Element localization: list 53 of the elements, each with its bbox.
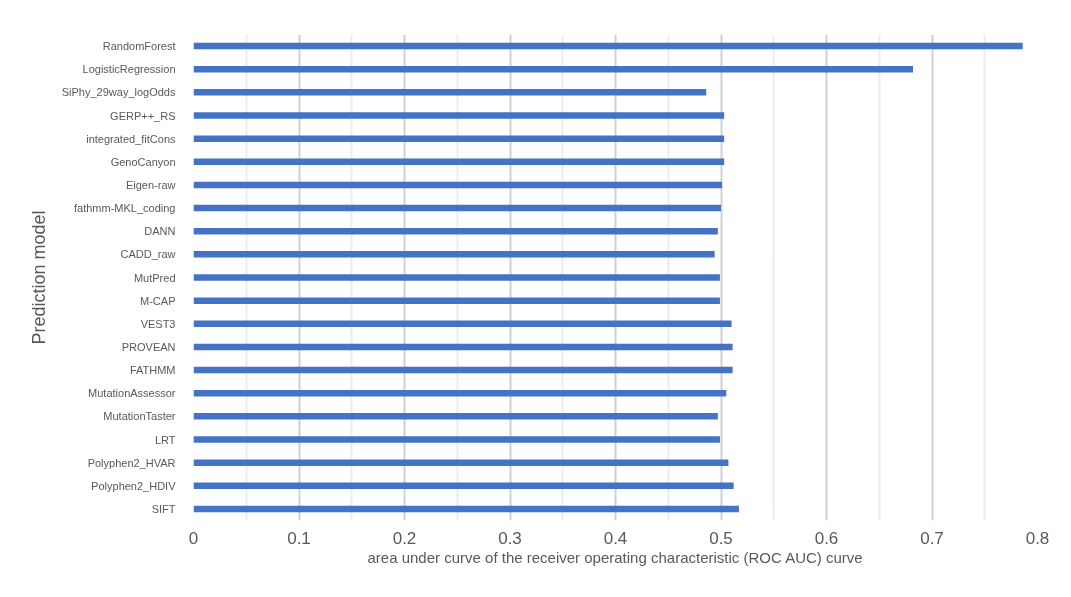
x-tick-label: 0.5 <box>709 528 733 548</box>
bar <box>193 436 720 443</box>
y-tick-label: Eigen-raw <box>125 178 176 191</box>
bar <box>193 89 707 96</box>
y-tick-label: LRT <box>154 433 176 446</box>
y-tick-label: MutPred <box>133 271 176 284</box>
bar <box>193 65 914 73</box>
y-tick-label: SIFT <box>151 502 176 515</box>
bar <box>193 297 720 304</box>
y-tick-label: PROVEAN <box>121 340 176 353</box>
bar <box>193 413 718 420</box>
y-tick-label: VEST3 <box>140 317 176 330</box>
bar <box>193 181 723 189</box>
bar <box>193 251 715 258</box>
bar <box>193 112 725 119</box>
bar <box>193 459 729 466</box>
y-tick-label: Polyphen2_HDIV <box>91 479 177 492</box>
x-tick-label: 0.3 <box>498 528 522 548</box>
x-tick-label: 0.8 <box>1025 528 1050 548</box>
y-tick-label: MutationTaster <box>103 410 176 423</box>
x-tick-label: 0.7 <box>920 528 944 548</box>
y-tick-label: LogisticRegression <box>82 63 176 76</box>
y-tick-label: SiPhy_29way_logOdds <box>61 86 176 99</box>
x-tick-label: 0 <box>188 528 199 548</box>
x-tick-label: 0.6 <box>814 528 839 548</box>
bar <box>193 320 732 328</box>
bar <box>193 227 718 235</box>
bar <box>193 366 733 374</box>
y-tick-label: M-CAP <box>140 294 176 307</box>
y-tick-label: GenoCanyon <box>110 155 176 168</box>
x-tick-label: 0.2 <box>392 528 417 548</box>
y-tick-label: fathmm-MKL_coding <box>74 202 176 215</box>
x-axis-title: area under curve of the receiver operating characteristic (ROC AUC) curve <box>367 548 863 566</box>
y-tick-label: DANN <box>144 225 176 238</box>
bar <box>193 343 733 351</box>
y-tick-label: CADD_raw <box>120 248 176 261</box>
bar <box>193 389 727 397</box>
y-axis-title: Prediction model <box>28 210 49 345</box>
y-tick-label: MutationAssessor <box>88 387 176 400</box>
bar <box>193 135 725 142</box>
bar <box>193 505 739 513</box>
y-tick-label: RandomForest <box>102 40 176 53</box>
bar <box>193 158 725 166</box>
y-tick-label: integrated_fitCons <box>86 132 176 145</box>
bar <box>193 204 721 212</box>
bar <box>193 42 1023 50</box>
bar <box>193 274 720 281</box>
bar <box>193 482 734 490</box>
x-tick-label: 0.4 <box>603 528 628 548</box>
y-tick-label: FATHMM <box>129 364 176 377</box>
x-tick-label: 0.1 <box>287 528 311 548</box>
y-tick-label: GERP++_RS <box>110 109 176 122</box>
y-tick-label: Polyphen2_HVAR <box>87 456 176 469</box>
